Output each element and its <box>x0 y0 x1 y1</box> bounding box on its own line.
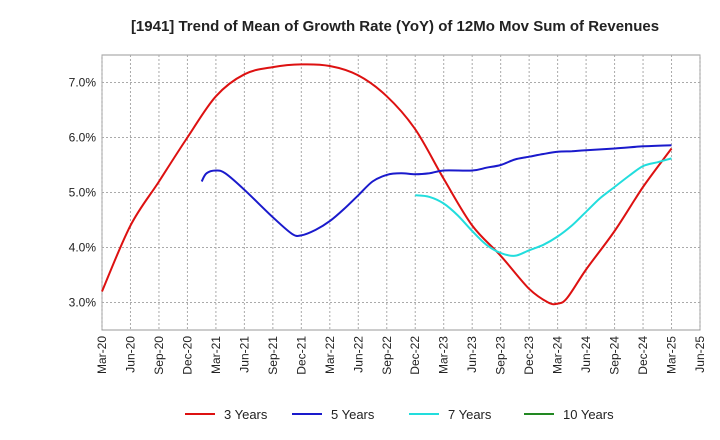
series-line-3-years <box>101 63 673 306</box>
x-tick-label: Jun-24 <box>579 336 593 373</box>
x-tick-label: Mar-20 <box>95 336 109 374</box>
series-lines <box>101 63 673 306</box>
x-tick-label: Sep-22 <box>380 336 394 375</box>
y-tick-label: 4.0% <box>69 241 97 255</box>
x-tick-label: Jun-22 <box>351 336 365 373</box>
legend: 3 Years 5 Years 7 Years 10 Years <box>185 407 614 422</box>
x-tick-label: Jun-25 <box>693 336 707 373</box>
x-tick-label: Dec-20 <box>180 336 194 375</box>
legend-label: 3 Years <box>224 407 268 422</box>
x-tick-label: Mar-25 <box>665 336 679 374</box>
y-axis-ticks: 3.0% 4.0% 5.0% 6.0% 7.0% <box>69 76 97 310</box>
x-tick-label: Jun-20 <box>123 336 137 373</box>
plot-area <box>101 54 701 331</box>
legend-label: 5 Years <box>331 407 375 422</box>
x-axis-ticks: Mar-20 Jun-20 Sep-20 Dec-20 Mar-21 Jun-21 Sep-… <box>95 336 707 375</box>
y-tick-label: 7.0% <box>69 76 97 90</box>
x-tick-label: Mar-21 <box>209 336 223 374</box>
y-tick-label: 6.0% <box>69 131 97 145</box>
x-tick-label: Mar-24 <box>551 336 565 374</box>
x-tick-label: Jun-21 <box>237 336 251 373</box>
grid <box>101 55 701 330</box>
x-tick-label: Dec-24 <box>636 336 650 375</box>
chart-title: [1941] Trend of Mean of Growth Rate (YoY… <box>131 18 659 35</box>
x-tick-label: Mar-23 <box>437 336 451 374</box>
y-tick-label: 3.0% <box>69 296 97 310</box>
legend-label: 7 Years <box>448 407 492 422</box>
y-tick-label: 5.0% <box>69 186 97 200</box>
x-tick-label: Dec-22 <box>408 336 422 375</box>
x-tick-label: Mar-22 <box>323 336 337 374</box>
x-tick-label: Sep-21 <box>266 336 280 375</box>
legend-label: 10 Years <box>563 407 614 422</box>
x-tick-label: Sep-24 <box>608 336 622 375</box>
series-line-7-years <box>415 157 672 257</box>
x-tick-label: Sep-20 <box>152 336 166 375</box>
x-tick-label: Sep-23 <box>494 336 508 375</box>
x-tick-label: Dec-23 <box>522 336 536 375</box>
series-line-5-years <box>200 144 672 237</box>
x-tick-label: Jun-23 <box>465 336 479 373</box>
x-tick-label: Dec-21 <box>294 336 308 375</box>
